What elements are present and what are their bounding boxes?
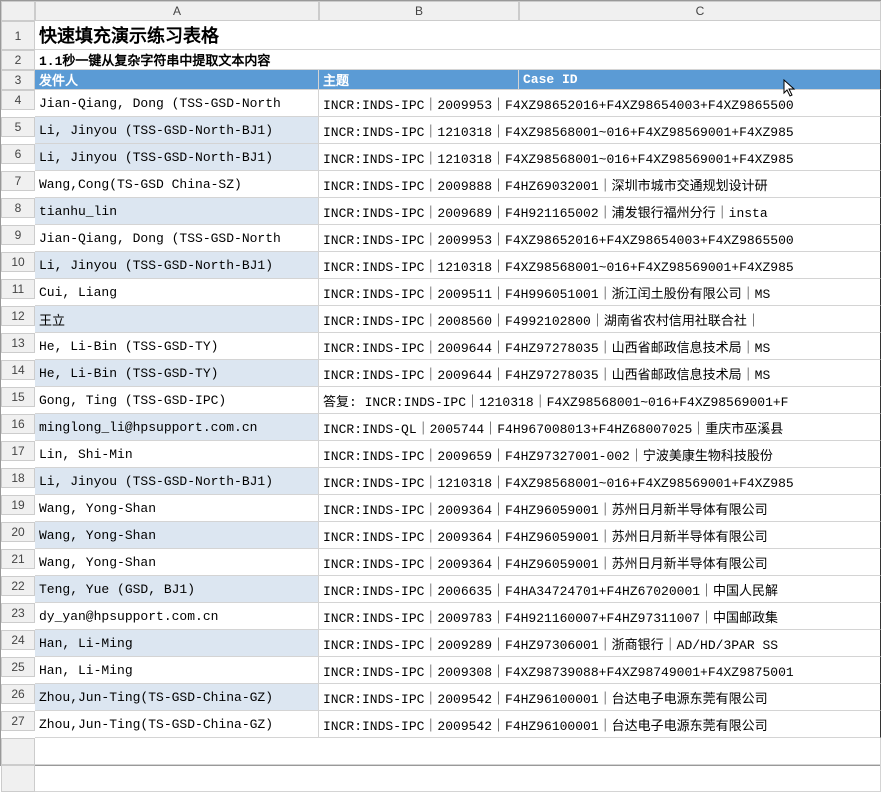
row-header-6[interactable]: 6 xyxy=(1,144,35,164)
row-header-10[interactable]: 10 xyxy=(1,252,35,272)
cell-b-8[interactable]: INCR:INDS-IPC｜2009689｜F4H921165002｜浦发银行福… xyxy=(319,198,881,225)
row-header-8[interactable]: 8 xyxy=(1,198,35,218)
cell-a-25[interactable]: Han, Li-Ming xyxy=(35,657,319,684)
cell-b-22[interactable]: INCR:INDS-IPC｜2006635｜F4HA34724701+F4HZ6… xyxy=(319,576,881,603)
row-header-2[interactable]: 2 xyxy=(1,50,35,70)
cell-b-14[interactable]: INCR:INDS-IPC｜2009644｜F4HZ97278035｜山西省邮政… xyxy=(319,360,881,387)
cell-a-16[interactable]: minglong_li@hpsupport.com.cn xyxy=(35,414,319,441)
row-header-22[interactable]: 22 xyxy=(1,576,35,596)
cell-a-5[interactable]: Li, Jinyou (TSS-GSD-North-BJ1) xyxy=(35,117,319,144)
cell-b-6[interactable]: INCR:INDS-IPC｜1210318｜F4XZ98568001~016+F… xyxy=(319,144,881,171)
title-cell[interactable]: 快速填充演示练习表格 xyxy=(35,21,881,50)
cell-b-16[interactable]: INCR:INDS-QL｜2005744｜F4H967008013+F4HZ68… xyxy=(319,414,881,441)
row-header-3[interactable]: 3 xyxy=(1,70,35,90)
row-header-23[interactable]: 23 xyxy=(1,603,35,623)
row-header-12[interactable]: 12 xyxy=(1,306,35,326)
row-header-18[interactable]: 18 xyxy=(1,468,35,488)
cell-b-26[interactable]: INCR:INDS-IPC｜2009542｜F4HZ96100001｜台达电子电… xyxy=(319,684,881,711)
blank-cell[interactable] xyxy=(35,738,881,765)
cell-a-24[interactable]: Han, Li-Ming xyxy=(35,630,319,657)
row-header-11[interactable]: 11 xyxy=(1,279,35,299)
row-header-24[interactable]: 24 xyxy=(1,630,35,650)
cell-b-9[interactable]: INCR:INDS-IPC｜2009953｜F4XZ98652016+F4XZ9… xyxy=(319,225,881,252)
cell-b-5[interactable]: INCR:INDS-IPC｜1210318｜F4XZ98568001~016+F… xyxy=(319,117,881,144)
cell-a-19[interactable]: Wang, Yong-Shan xyxy=(35,495,319,522)
row-header-1[interactable]: 1 xyxy=(1,21,35,50)
cell-a-4[interactable]: Jian-Qiang, Dong (TSS-GSD-North xyxy=(35,90,319,117)
cell-b-18[interactable]: INCR:INDS-IPC｜1210318｜F4XZ98568001~016+F… xyxy=(319,468,881,495)
cell-b-15[interactable]: 答复: INCR:INDS-IPC｜1210318｜F4XZ98568001~0… xyxy=(319,387,881,414)
row-header-25[interactable]: 25 xyxy=(1,657,35,677)
cell-a-9[interactable]: Jian-Qiang, Dong (TSS-GSD-North xyxy=(35,225,319,252)
column-header-a[interactable]: A xyxy=(35,1,319,21)
corner-cell[interactable] xyxy=(1,1,35,21)
table-header-1[interactable]: 主题 xyxy=(319,70,519,90)
cell-a-7[interactable]: Wang,Cong(TS-GSD China-SZ) xyxy=(35,171,319,198)
cell-a-6[interactable]: Li, Jinyou (TSS-GSD-North-BJ1) xyxy=(35,144,319,171)
row-header-4[interactable]: 4 xyxy=(1,90,35,110)
row-header-blank[interactable] xyxy=(1,765,35,792)
cell-a-18[interactable]: Li, Jinyou (TSS-GSD-North-BJ1) xyxy=(35,468,319,495)
cell-a-17[interactable]: Lin, Shi-Min xyxy=(35,441,319,468)
blank-cell[interactable] xyxy=(35,765,881,792)
cell-a-23[interactable]: dy_yan@hpsupport.com.cn xyxy=(35,603,319,630)
row-header-16[interactable]: 16 xyxy=(1,414,35,434)
row-header-13[interactable]: 13 xyxy=(1,333,35,353)
cell-b-24[interactable]: INCR:INDS-IPC｜2009289｜F4HZ97306001｜浙商银行｜… xyxy=(319,630,881,657)
row-header-9[interactable]: 9 xyxy=(1,225,35,245)
cell-a-13[interactable]: He, Li-Bin (TSS-GSD-TY) xyxy=(35,333,319,360)
row-header-20[interactable]: 20 xyxy=(1,522,35,542)
cell-a-27[interactable]: Zhou,Jun-Ting(TS-GSD-China-GZ) xyxy=(35,711,319,738)
cell-b-20[interactable]: INCR:INDS-IPC｜2009364｜F4HZ96059001｜苏州日月新… xyxy=(319,522,881,549)
cell-b-7[interactable]: INCR:INDS-IPC｜2009888｜F4HZ69032001｜深圳市城市… xyxy=(319,171,881,198)
cell-a-12[interactable]: 王立 xyxy=(35,306,319,333)
cell-b-11[interactable]: INCR:INDS-IPC｜2009511｜F4H996051001｜浙江闰土股… xyxy=(319,279,881,306)
cell-b-19[interactable]: INCR:INDS-IPC｜2009364｜F4HZ96059001｜苏州日月新… xyxy=(319,495,881,522)
column-header-b[interactable]: B xyxy=(319,1,519,21)
cell-a-20[interactable]: Wang, Yong-Shan xyxy=(35,522,319,549)
cell-b-17[interactable]: INCR:INDS-IPC｜2009659｜F4HZ97327001-002｜宁… xyxy=(319,441,881,468)
cell-a-10[interactable]: Li, Jinyou (TSS-GSD-North-BJ1) xyxy=(35,252,319,279)
row-header-27[interactable]: 27 xyxy=(1,711,35,731)
cell-a-15[interactable]: Gong, Ting (TSS-GSD-IPC) xyxy=(35,387,319,414)
cell-b-13[interactable]: INCR:INDS-IPC｜2009644｜F4HZ97278035｜山西省邮政… xyxy=(319,333,881,360)
column-header-c[interactable]: C xyxy=(519,1,881,21)
cell-b-27[interactable]: INCR:INDS-IPC｜2009542｜F4HZ96100001｜台达电子电… xyxy=(319,711,881,738)
table-header-0[interactable]: 发件人 xyxy=(35,70,319,90)
row-header-7[interactable]: 7 xyxy=(1,171,35,191)
cell-a-8[interactable]: tianhu_lin xyxy=(35,198,319,225)
row-header-5[interactable]: 5 xyxy=(1,117,35,137)
cell-a-26[interactable]: Zhou,Jun-Ting(TS-GSD-China-GZ) xyxy=(35,684,319,711)
cell-b-25[interactable]: INCR:INDS-IPC｜2009308｜F4XZ98739088+F4XZ9… xyxy=(319,657,881,684)
cell-b-4[interactable]: INCR:INDS-IPC｜2009953｜F4XZ98652016+F4XZ9… xyxy=(319,90,881,117)
cell-b-23[interactable]: INCR:INDS-IPC｜2009783｜F4H921160007+F4HZ9… xyxy=(319,603,881,630)
cell-a-14[interactable]: He, Li-Bin (TSS-GSD-TY) xyxy=(35,360,319,387)
row-header-15[interactable]: 15 xyxy=(1,387,35,407)
row-header-17[interactable]: 17 xyxy=(1,441,35,461)
subtitle-cell[interactable]: 1.1秒一键从复杂字符串中提取文本内容 xyxy=(35,50,881,70)
cell-a-22[interactable]: Teng, Yue (GSD, BJ1) xyxy=(35,576,319,603)
row-header-14[interactable]: 14 xyxy=(1,360,35,380)
cell-b-12[interactable]: INCR:INDS-IPC｜2008560｜F4992102800｜湖南省农村信… xyxy=(319,306,881,333)
cell-a-21[interactable]: Wang, Yong-Shan xyxy=(35,549,319,576)
row-header-26[interactable]: 26 xyxy=(1,684,35,704)
spreadsheet-grid[interactable]: ABC 1快速填充演示练习表格21.1秒一键从复杂字符串中提取文本内容3发件人主题… xyxy=(1,1,880,792)
row-header-19[interactable]: 19 xyxy=(1,495,35,515)
cell-b-21[interactable]: INCR:INDS-IPC｜2009364｜F4HZ96059001｜苏州日月新… xyxy=(319,549,881,576)
cell-a-11[interactable]: Cui, Liang xyxy=(35,279,319,306)
row-header-blank[interactable] xyxy=(1,738,35,765)
row-header-21[interactable]: 21 xyxy=(1,549,35,569)
table-header-2[interactable]: Case ID xyxy=(519,70,881,90)
cell-b-10[interactable]: INCR:INDS-IPC｜1210318｜F4XZ98568001~016+F… xyxy=(319,252,881,279)
